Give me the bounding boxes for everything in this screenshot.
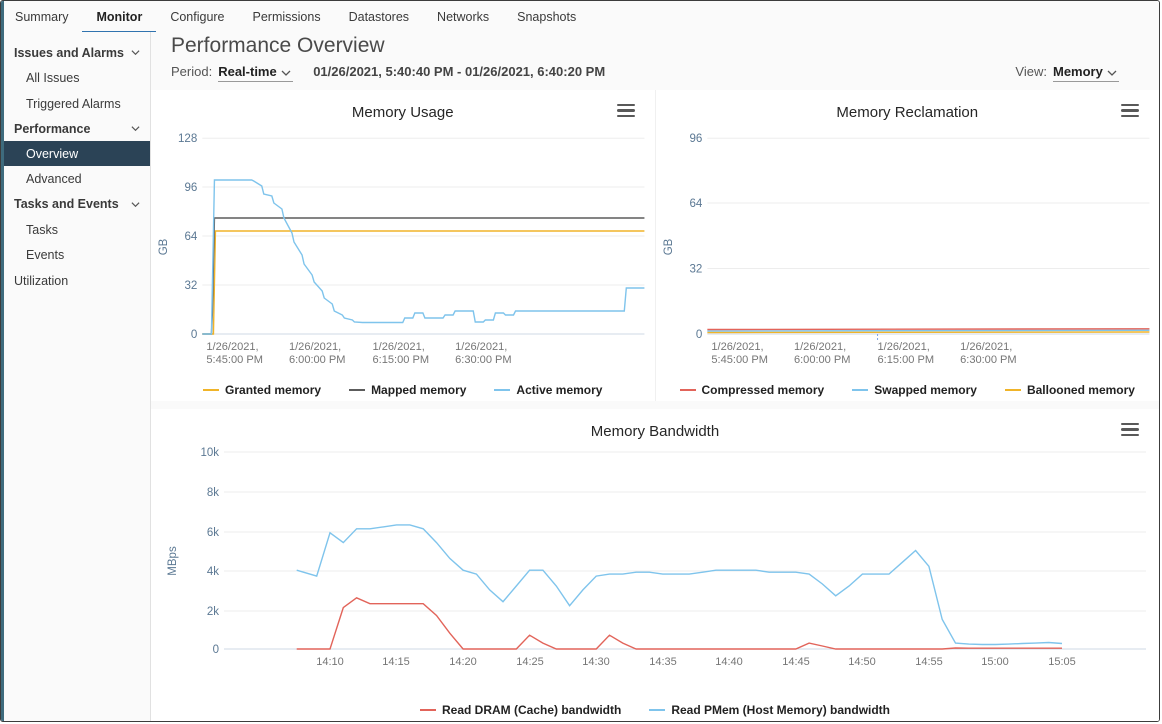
svg-text:14:30: 14:30 [582,656,610,668]
svg-text:6:00:00 PM: 6:00:00 PM [289,354,346,366]
svg-text:10k: 10k [200,447,219,459]
svg-text:14:25: 14:25 [516,656,544,668]
svg-text:6:30:00 PM: 6:30:00 PM [960,354,1017,366]
svg-text:32: 32 [689,264,702,276]
svg-text:6:15:00 PM: 6:15:00 PM [373,354,430,366]
svg-text:14:55: 14:55 [915,656,943,668]
svg-text:1/26/2021,: 1/26/2021, [793,341,845,353]
svg-text:14:50: 14:50 [848,656,876,668]
svg-text:96: 96 [184,182,197,194]
svg-text:0: 0 [213,644,219,656]
svg-text:8k: 8k [207,487,219,499]
svg-text:1/26/2021,: 1/26/2021, [289,341,341,353]
svg-text:14:40: 14:40 [715,656,743,668]
svg-text:4k: 4k [207,566,219,578]
svg-text:32: 32 [184,280,197,292]
svg-text:64: 64 [184,231,197,243]
svg-text:5:45:00 PM: 5:45:00 PM [206,354,263,366]
svg-text:GB: GB [663,238,675,255]
svg-text:14:20: 14:20 [449,656,477,668]
svg-text:15:05: 15:05 [1048,656,1076,668]
svg-text:MBps: MBps [167,546,179,576]
svg-text:1/26/2021,: 1/26/2021, [373,341,425,353]
svg-text:96: 96 [689,133,702,145]
svg-text:15:00: 15:00 [981,656,1009,668]
svg-text:14:35: 14:35 [649,656,677,668]
svg-text:0: 0 [695,329,701,341]
svg-text:6:30:00 PM: 6:30:00 PM [455,354,512,366]
svg-text:128: 128 [178,133,197,145]
svg-text:14:15: 14:15 [382,656,410,668]
svg-text:0: 0 [191,329,197,341]
svg-text:1/26/2021,: 1/26/2021, [455,341,507,353]
svg-text:14:10: 14:10 [316,656,344,668]
svg-text:2k: 2k [207,606,219,618]
svg-text:5:45:00 PM: 5:45:00 PM [711,354,768,366]
svg-text:6:00:00 PM: 6:00:00 PM [793,354,850,366]
svg-text:6:15:00 PM: 6:15:00 PM [877,354,934,366]
svg-text:1/26/2021,: 1/26/2021, [206,341,258,353]
svg-text:1/26/2021,: 1/26/2021, [877,341,929,353]
svg-text:1/26/2021,: 1/26/2021, [960,341,1012,353]
svg-text:64: 64 [689,198,702,210]
svg-text:6k: 6k [207,527,219,539]
svg-text:GB: GB [158,238,170,255]
svg-text:1/26/2021,: 1/26/2021, [711,341,763,353]
svg-text:14:45: 14:45 [782,656,810,668]
